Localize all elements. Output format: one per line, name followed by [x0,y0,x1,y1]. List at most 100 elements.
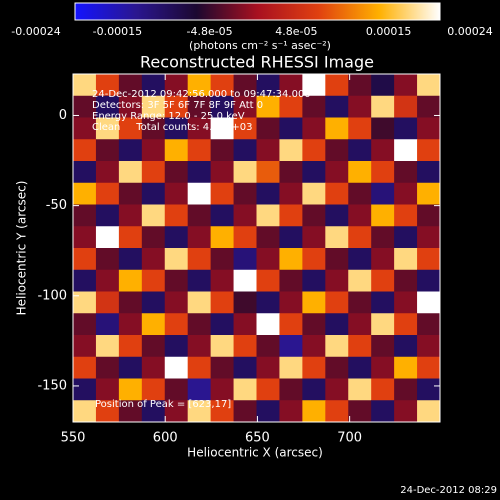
cell [95,226,120,249]
cell [187,248,212,271]
annotation: Energy Range: 12.0 - 25.0 keV [92,111,245,122]
cell [371,335,395,358]
cell [371,95,395,118]
cell [256,161,280,184]
cell [187,400,212,423]
cell [118,313,143,336]
cell [256,117,280,140]
cell [348,95,372,118]
cell [95,204,120,227]
cell [73,248,97,271]
cell [256,356,280,379]
cell [417,356,441,379]
cell [233,161,257,184]
cell [394,248,418,271]
cell [371,248,395,271]
cell [164,117,189,140]
cell [210,248,235,271]
cell [325,335,349,358]
cell [73,226,97,249]
cell [302,117,326,140]
x-tick-label: 600 [153,431,178,446]
cell [233,400,257,423]
cell [233,248,257,271]
cell [348,182,372,205]
cell [394,117,418,140]
cell [187,356,212,379]
cell [187,204,212,227]
cell [95,356,120,379]
cell [164,313,189,336]
x-axis-label: Heliocentric X (arcsec) [187,446,323,460]
cell [141,248,166,271]
cell [73,269,97,292]
cell [394,378,418,401]
cell [417,182,441,205]
cell [279,291,303,314]
cell [118,378,143,401]
cell [371,182,395,205]
cell [164,335,189,358]
cell [302,248,326,271]
cell [141,313,166,336]
cell [95,313,120,336]
cell [141,335,166,358]
cell [348,204,372,227]
cell [164,182,189,205]
cell [256,182,280,205]
cell [73,291,97,314]
cell [417,400,441,423]
x-tick-label: 550 [61,431,86,446]
cell [233,356,257,379]
cell [233,182,257,205]
cell [164,291,189,314]
cell [187,117,212,140]
cell [371,161,395,184]
cell [95,95,120,118]
y-tick-label: -150 [37,378,67,393]
cell [348,117,372,140]
cell [187,313,212,336]
plot-frame [72,73,441,423]
cell [164,226,189,249]
cell [164,269,189,292]
cell [95,139,120,162]
cell [256,269,280,292]
cell [141,400,166,423]
cell [210,95,235,118]
cell [302,161,326,184]
cell [417,161,441,184]
cell [325,204,349,227]
cell [187,335,212,358]
cell [348,269,372,292]
cell [348,313,372,336]
cell [187,226,212,249]
cell [279,117,303,140]
cell [279,335,303,358]
cell [95,117,120,140]
cell [371,74,395,97]
cell [325,139,349,162]
cell [348,74,372,97]
cell [325,378,349,401]
cell [118,204,143,227]
cell [210,74,235,97]
cell [302,400,326,423]
cell [118,74,143,97]
cell [279,356,303,379]
cell [394,313,418,336]
cell [210,335,235,358]
cell [256,95,280,118]
cell [394,335,418,358]
cell [73,74,97,97]
cell [302,356,326,379]
cell [302,226,326,249]
colorbar-tick-label: -4.8e-05 [186,25,232,38]
cell [73,335,97,358]
cell [118,335,143,358]
cell [417,139,441,162]
cell [371,356,395,379]
cell [210,269,235,292]
cell [95,74,120,97]
cell [417,95,441,118]
